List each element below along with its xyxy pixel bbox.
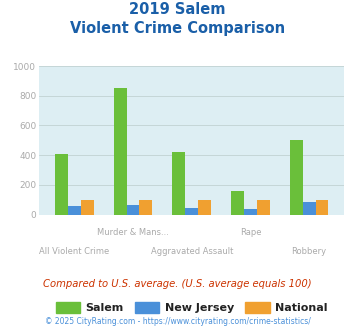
Bar xyxy=(126,205,140,215)
Text: Aggravated Assault: Aggravated Assault xyxy=(151,248,233,256)
Legend: Salem, New Jersey, National: Salem, New Jersey, National xyxy=(51,297,332,317)
Bar xyxy=(231,191,244,214)
Bar xyxy=(244,209,257,214)
Bar xyxy=(316,200,328,215)
Bar xyxy=(172,152,185,214)
Text: Violent Crime Comparison: Violent Crime Comparison xyxy=(70,21,285,36)
Bar xyxy=(81,200,94,215)
Bar xyxy=(303,202,316,215)
Text: All Violent Crime: All Violent Crime xyxy=(39,248,109,256)
Bar xyxy=(185,208,198,214)
Text: Rape: Rape xyxy=(240,228,261,237)
Text: 2019 Salem: 2019 Salem xyxy=(129,2,226,16)
Bar xyxy=(114,88,126,214)
Bar xyxy=(140,200,152,215)
Bar xyxy=(257,200,270,215)
Text: Murder & Mans...: Murder & Mans... xyxy=(97,228,169,237)
Bar xyxy=(290,140,303,214)
Bar xyxy=(198,200,211,215)
Bar xyxy=(68,206,81,214)
Text: Compared to U.S. average. (U.S. average equals 100): Compared to U.S. average. (U.S. average … xyxy=(43,279,312,289)
Text: Robbery: Robbery xyxy=(291,248,327,256)
Bar xyxy=(55,154,68,214)
Text: © 2025 CityRating.com - https://www.cityrating.com/crime-statistics/: © 2025 CityRating.com - https://www.city… xyxy=(45,317,310,326)
